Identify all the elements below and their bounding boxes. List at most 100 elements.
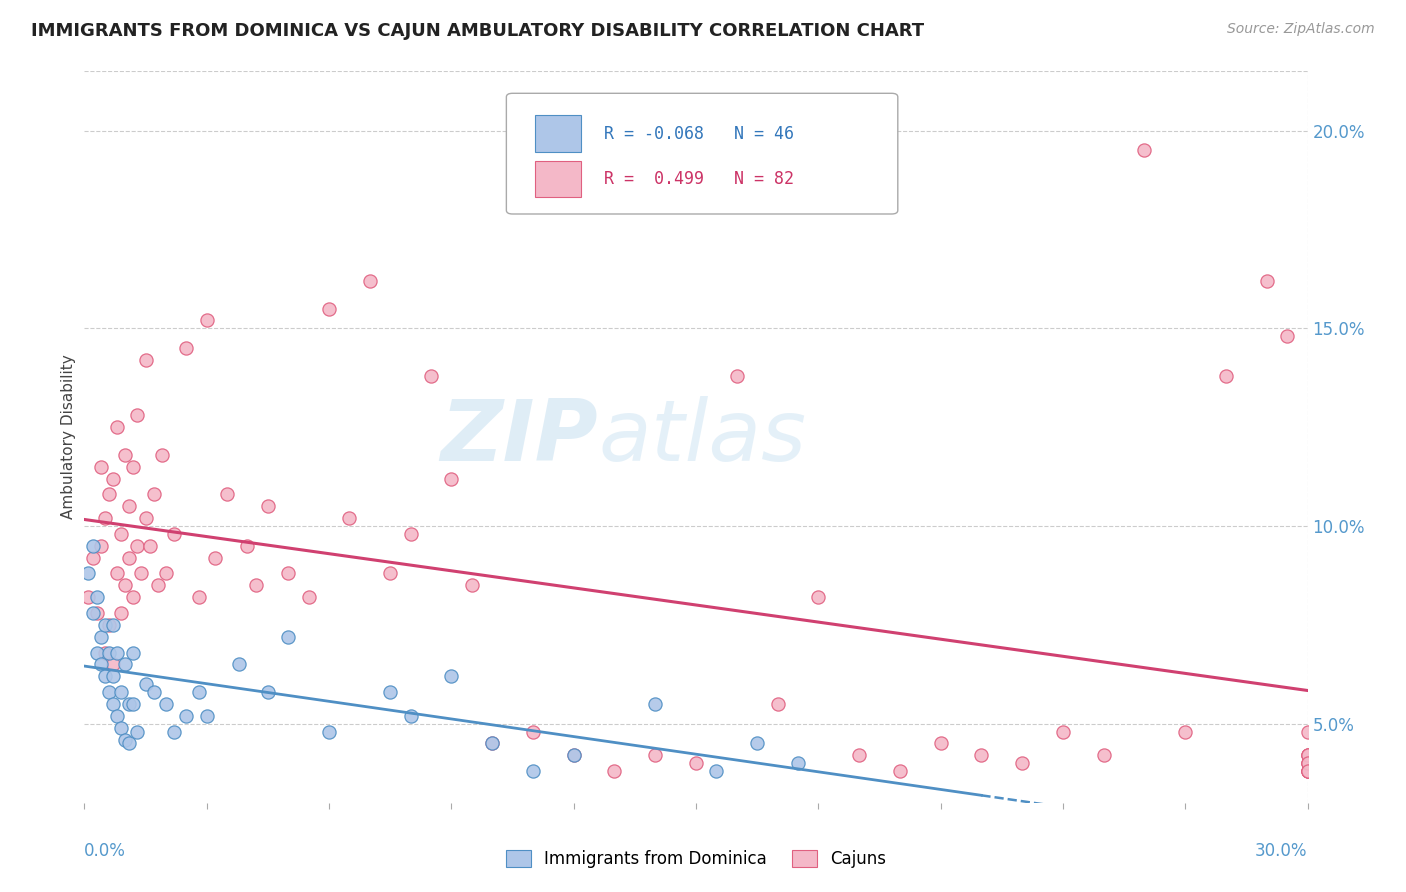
- Point: [245, 578, 267, 592]
- Point: [142, 685, 165, 699]
- Point: [86, 646, 108, 660]
- Point: [1174, 724, 1197, 739]
- Point: [97, 487, 120, 501]
- Point: [562, 748, 585, 763]
- Text: R =  0.499   N = 82: R = 0.499 N = 82: [605, 169, 794, 188]
- FancyBboxPatch shape: [534, 161, 581, 197]
- Point: [522, 724, 544, 739]
- Point: [1296, 756, 1319, 771]
- Legend: Immigrants from Dominica, Cajuns: Immigrants from Dominica, Cajuns: [499, 844, 893, 875]
- Point: [118, 737, 141, 751]
- Point: [77, 566, 100, 581]
- Point: [399, 708, 422, 723]
- Point: [187, 591, 209, 605]
- Point: [522, 764, 544, 779]
- Point: [110, 685, 132, 699]
- Point: [122, 646, 145, 660]
- Point: [420, 368, 443, 383]
- Point: [93, 646, 115, 660]
- Point: [174, 341, 197, 355]
- Point: [101, 669, 124, 683]
- Point: [380, 685, 402, 699]
- Point: [1296, 724, 1319, 739]
- Point: [86, 606, 108, 620]
- Point: [359, 274, 381, 288]
- Point: [163, 724, 186, 739]
- Point: [114, 448, 136, 462]
- Point: [1277, 329, 1299, 343]
- Point: [146, 578, 169, 592]
- Point: [481, 737, 503, 751]
- Point: [195, 313, 218, 327]
- Point: [93, 511, 115, 525]
- Point: [101, 472, 124, 486]
- Point: [1296, 764, 1319, 779]
- Point: [131, 566, 153, 581]
- Point: [1296, 748, 1319, 763]
- Point: [889, 764, 911, 779]
- Point: [93, 669, 115, 683]
- Point: [257, 500, 280, 514]
- Point: [122, 591, 145, 605]
- Point: [1092, 748, 1115, 763]
- Point: [105, 566, 128, 581]
- Point: [118, 697, 141, 711]
- Point: [603, 764, 626, 779]
- Point: [101, 618, 124, 632]
- Text: 30.0%: 30.0%: [1256, 842, 1308, 860]
- Point: [440, 472, 463, 486]
- Point: [135, 353, 157, 368]
- Point: [1133, 144, 1156, 158]
- Point: [440, 669, 463, 683]
- Point: [82, 606, 104, 620]
- Point: [1296, 764, 1319, 779]
- FancyBboxPatch shape: [506, 94, 898, 214]
- Text: R = -0.068   N = 46: R = -0.068 N = 46: [605, 125, 794, 143]
- Point: [461, 578, 484, 592]
- Text: 0.0%: 0.0%: [84, 842, 127, 860]
- Point: [110, 606, 132, 620]
- Point: [118, 500, 141, 514]
- FancyBboxPatch shape: [534, 115, 581, 152]
- Point: [110, 721, 132, 735]
- Point: [86, 591, 108, 605]
- Point: [1215, 368, 1237, 383]
- Point: [787, 756, 810, 771]
- Point: [90, 630, 112, 644]
- Point: [110, 527, 132, 541]
- Point: [228, 657, 250, 672]
- Point: [1256, 274, 1278, 288]
- Point: [318, 301, 340, 316]
- Point: [929, 737, 952, 751]
- Point: [135, 511, 157, 525]
- Point: [114, 578, 136, 592]
- Point: [150, 448, 173, 462]
- Point: [1296, 764, 1319, 779]
- Point: [562, 748, 585, 763]
- Point: [706, 764, 728, 779]
- Point: [114, 657, 136, 672]
- Point: [114, 732, 136, 747]
- Point: [766, 697, 789, 711]
- Point: [127, 724, 149, 739]
- Point: [277, 566, 299, 581]
- Text: IMMIGRANTS FROM DOMINICA VS CAJUN AMBULATORY DISABILITY CORRELATION CHART: IMMIGRANTS FROM DOMINICA VS CAJUN AMBULA…: [31, 22, 924, 40]
- Point: [174, 708, 197, 723]
- Point: [970, 748, 993, 763]
- Point: [725, 368, 748, 383]
- Point: [138, 539, 160, 553]
- Point: [127, 409, 149, 423]
- Point: [142, 487, 165, 501]
- Point: [277, 630, 299, 644]
- Point: [135, 677, 157, 691]
- Point: [481, 737, 503, 751]
- Point: [155, 566, 177, 581]
- Point: [685, 756, 707, 771]
- Point: [1296, 748, 1319, 763]
- Point: [380, 566, 402, 581]
- Point: [105, 646, 128, 660]
- Point: [127, 539, 149, 553]
- Point: [1296, 756, 1319, 771]
- Point: [298, 591, 321, 605]
- Point: [97, 646, 120, 660]
